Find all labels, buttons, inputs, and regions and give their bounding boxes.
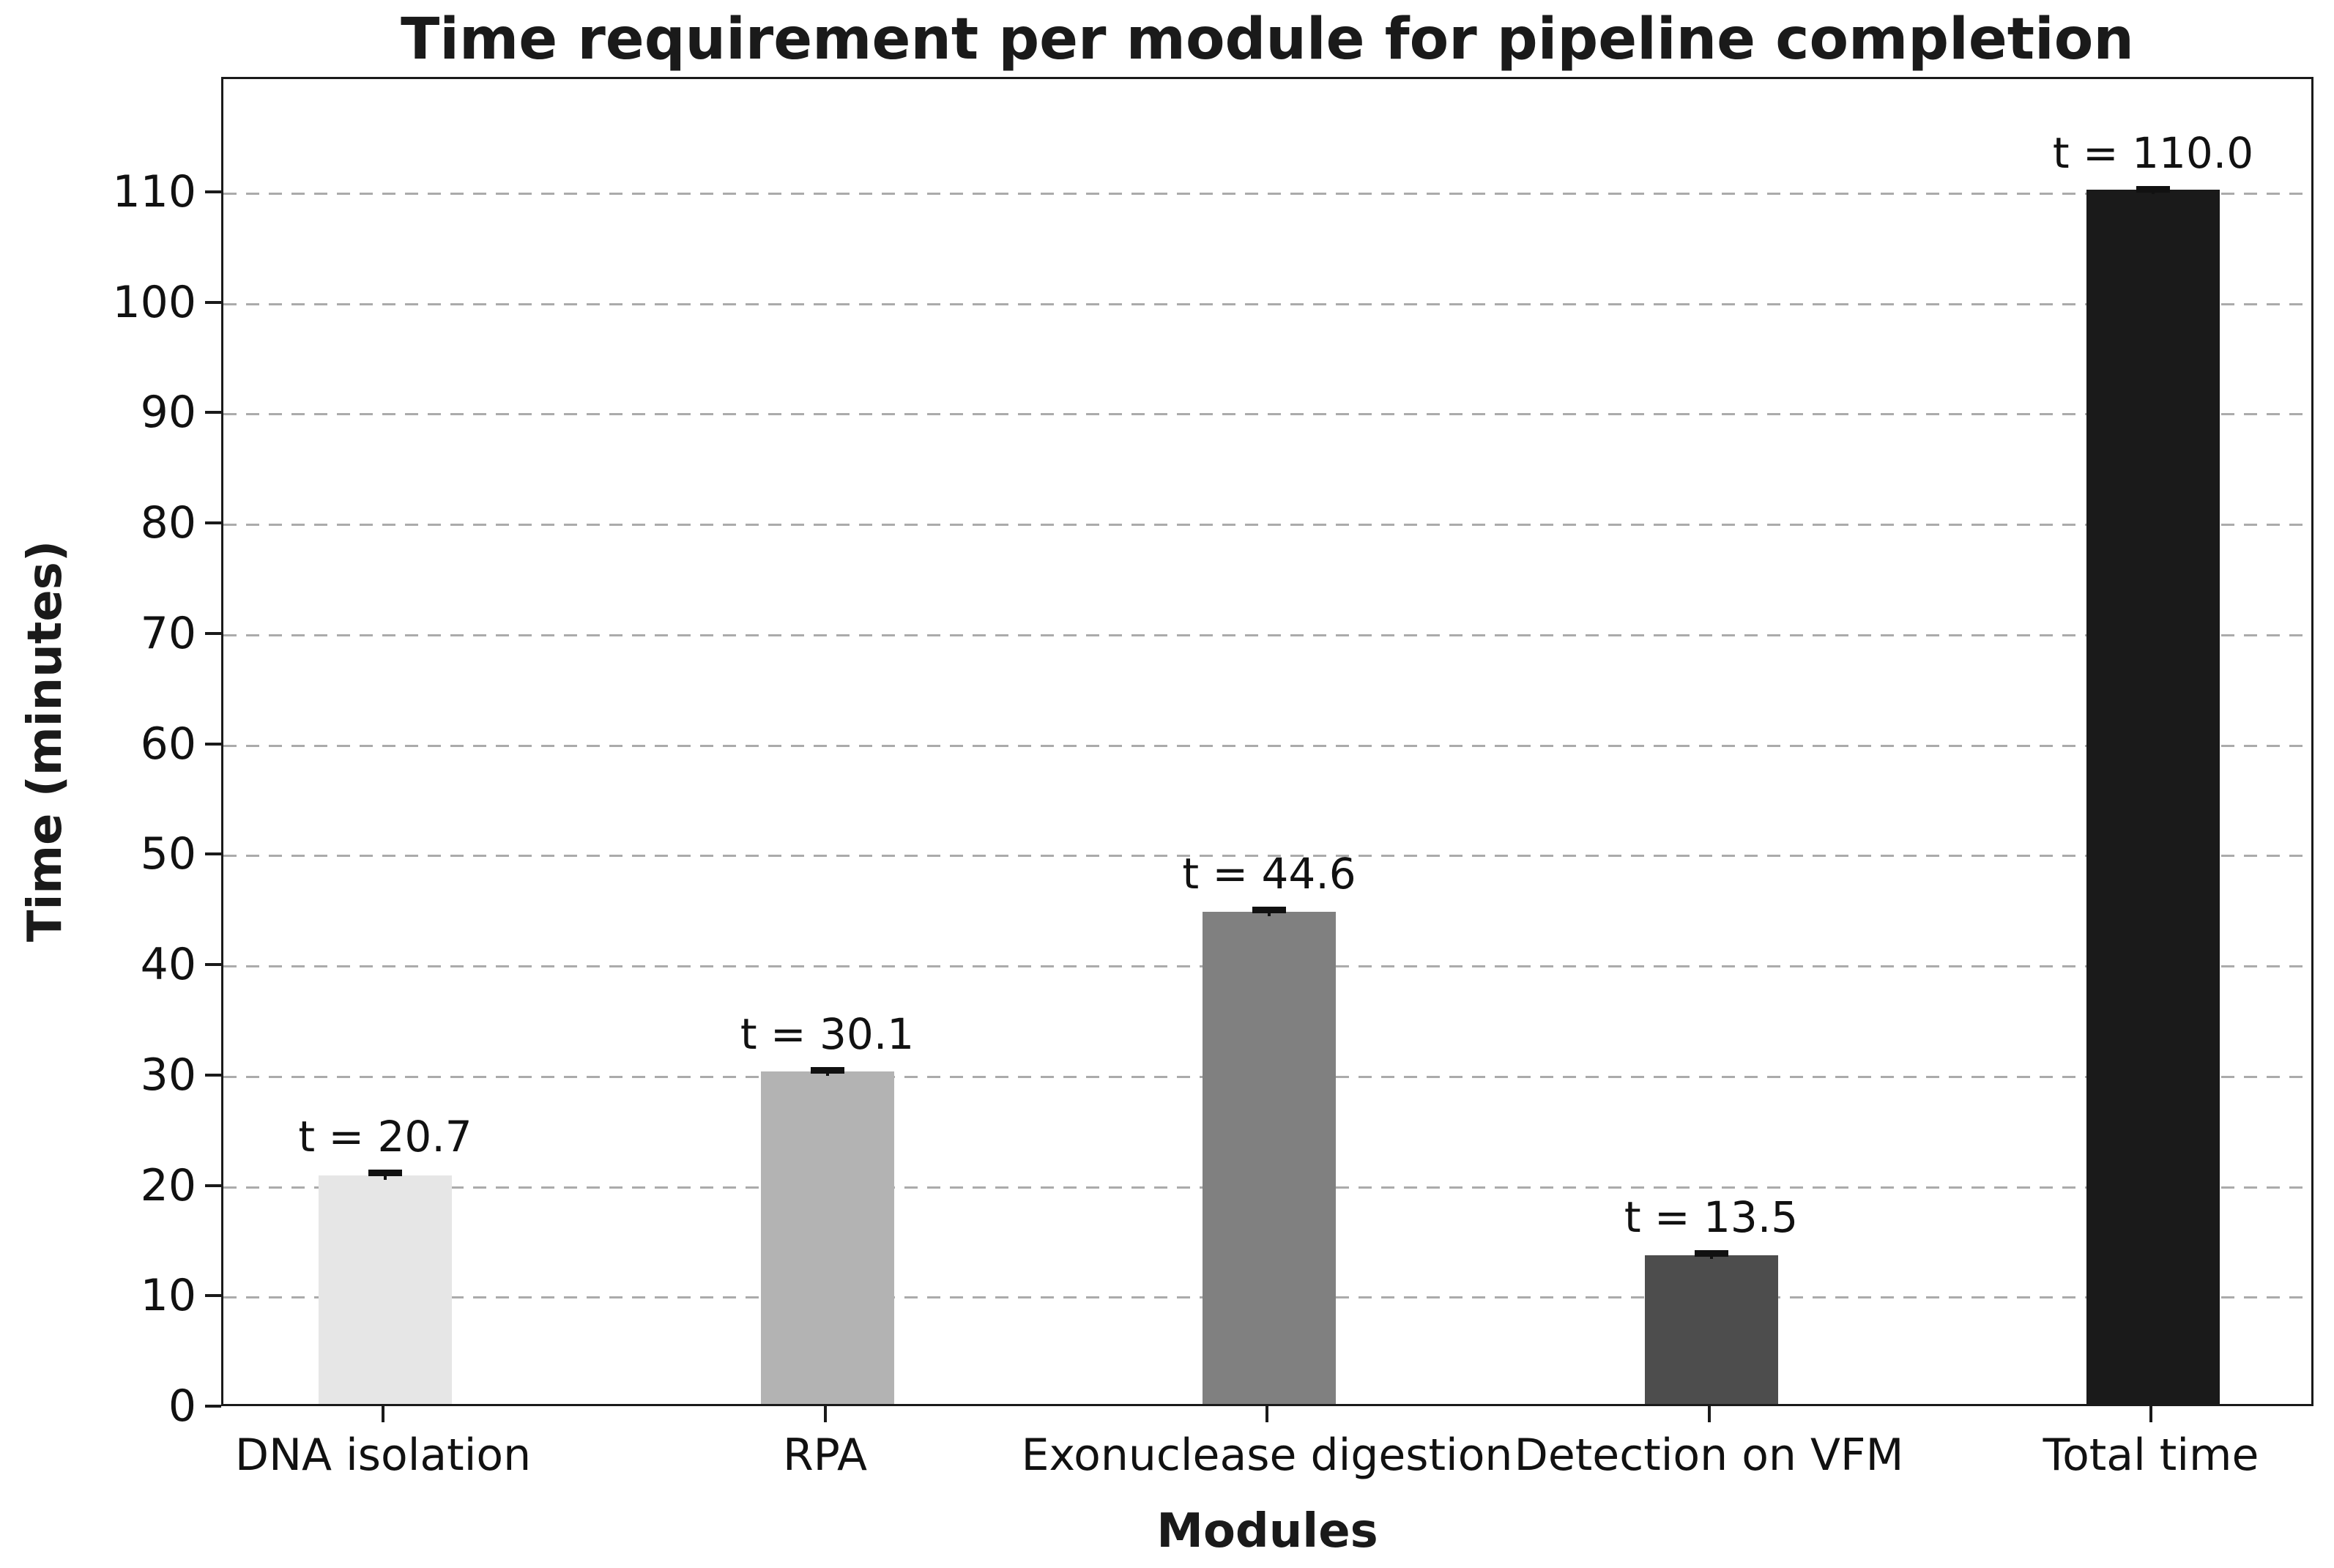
bar-2 — [760, 1071, 894, 1404]
plot-area: t = 20.7 t = 30.1 t = 44.6 t = 13.5 t = 110.… — [221, 77, 2313, 1406]
y-tick-mark-40 — [205, 963, 221, 966]
x-tick-label-3: Exonuclease digestion — [1021, 1430, 1513, 1481]
gridline-y-60 — [223, 744, 2311, 747]
y-tick-mark-0 — [205, 1405, 221, 1408]
x-axis-label: Modules — [1156, 1504, 1378, 1558]
y-tick-label-70: 70 — [140, 607, 196, 659]
x-tick-mark-4 — [1707, 1406, 1711, 1422]
y-tick-label-80: 80 — [140, 497, 196, 549]
error-bar-cap — [2136, 185, 2170, 193]
x-tick-mark-2 — [823, 1406, 827, 1422]
y-tick-label-10: 10 — [140, 1270, 196, 1322]
y-tick-label-50: 50 — [140, 828, 196, 880]
bar-3 — [1203, 911, 1336, 1404]
y-tick-mark-10 — [205, 1294, 221, 1298]
gridline-y-100 — [223, 302, 2311, 305]
y-tick-label-100: 100 — [112, 276, 196, 328]
error-bar-cap — [1252, 907, 1286, 914]
y-tick-mark-20 — [205, 1184, 221, 1187]
y-tick-label-20: 20 — [140, 1159, 196, 1211]
x-tick-label-4: Detection on VFM — [1514, 1430, 1904, 1481]
bar-1 — [319, 1175, 452, 1404]
y-tick-mark-90 — [205, 411, 221, 415]
x-tick-label-2: RPA — [782, 1430, 868, 1481]
bar-value-annotation: t = 30.1 — [740, 1008, 915, 1059]
gridline-y-80 — [223, 524, 2311, 527]
bar-value-annotation: t = 44.6 — [1182, 849, 1356, 899]
x-tick-label-1: DNA isolation — [234, 1430, 532, 1481]
y-tick-label-110: 110 — [112, 166, 196, 218]
gridline-y-90 — [223, 413, 2311, 416]
bar-value-annotation: t = 13.5 — [1624, 1192, 1799, 1242]
gridline-y-110 — [223, 192, 2311, 195]
y-tick-label-30: 30 — [140, 1049, 196, 1101]
x-tick-mark-5 — [2149, 1406, 2152, 1422]
y-tick-mark-80 — [205, 521, 221, 525]
y-tick-mark-110 — [205, 190, 221, 193]
y-tick-mark-50 — [205, 852, 221, 856]
y-tick-label-60: 60 — [140, 718, 196, 770]
y-tick-label-90: 90 — [140, 387, 196, 439]
chart-title: Time requirement per module for pipeline… — [401, 7, 2134, 73]
error-bar-cap — [1694, 1249, 1728, 1257]
error-bar-cap — [368, 1169, 402, 1176]
y-tick-mark-70 — [205, 631, 221, 635]
y-tick-label-40: 40 — [140, 939, 196, 990]
y-tick-mark-100 — [205, 300, 221, 304]
x-tick-mark-3 — [1266, 1406, 1268, 1422]
error-bar-cap — [810, 1066, 844, 1074]
y-tick-label-0: 0 — [168, 1381, 196, 1432]
bar-5 — [2086, 189, 2220, 1404]
gridline-y-50 — [223, 855, 2311, 858]
gridline-y-70 — [223, 633, 2311, 636]
y-tick-mark-60 — [205, 742, 221, 746]
bar-value-annotation: t = 110.0 — [2052, 127, 2254, 178]
x-tick-mark-1 — [382, 1406, 384, 1422]
error-bar-line — [384, 1173, 387, 1180]
y-tick-mark-30 — [205, 1073, 221, 1077]
x-tick-label-5: Total time — [2043, 1430, 2259, 1481]
bar-value-annotation: t = 20.7 — [298, 1111, 472, 1162]
bar-4 — [1644, 1255, 1778, 1404]
